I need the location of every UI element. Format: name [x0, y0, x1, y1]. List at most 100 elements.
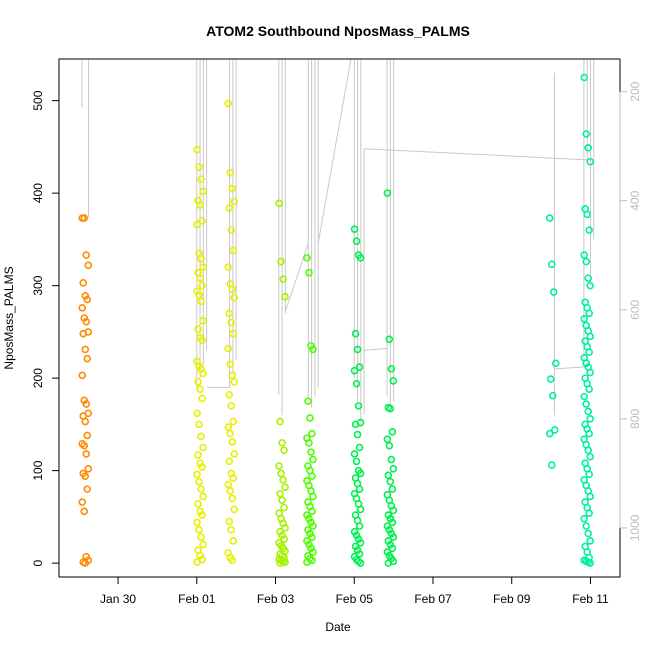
data-point	[586, 559, 594, 567]
data-point	[586, 415, 594, 423]
data-point	[352, 237, 361, 246]
data-point	[385, 441, 394, 450]
data-point	[230, 197, 239, 206]
data-point	[585, 429, 593, 438]
x-tick-label: Feb 03	[257, 592, 295, 606]
data-point	[585, 348, 593, 357]
data-point	[351, 329, 360, 338]
data-point	[196, 274, 204, 283]
data-point	[224, 263, 233, 271]
data-point	[79, 279, 88, 287]
data-point	[389, 377, 398, 385]
data-point	[584, 274, 592, 283]
data-point	[580, 73, 588, 82]
data-point	[303, 558, 311, 567]
data-point	[389, 464, 398, 473]
data-point	[193, 145, 201, 154]
data-point	[79, 329, 88, 338]
data-point	[280, 535, 288, 543]
y-tick-label: 500	[31, 90, 45, 110]
data-point	[198, 281, 206, 290]
data-point	[546, 375, 555, 383]
data-point	[386, 540, 395, 549]
data-point	[229, 537, 238, 545]
data-point	[82, 450, 91, 458]
data-point	[227, 318, 236, 327]
data-point	[194, 451, 202, 459]
data-point	[586, 537, 594, 545]
y2-tick-label: 800	[628, 409, 642, 429]
data-point	[196, 201, 204, 209]
data-point	[82, 400, 91, 408]
data-point	[585, 226, 593, 234]
data-point	[584, 144, 592, 152]
data-point	[389, 533, 398, 542]
data-point	[387, 455, 396, 464]
data-point	[309, 492, 317, 501]
data-point	[194, 500, 202, 508]
y2-tick-label: 200	[628, 81, 642, 101]
data-point	[584, 529, 592, 538]
data-point	[193, 409, 201, 418]
data-point	[225, 457, 234, 466]
data-point	[549, 288, 558, 296]
data-point	[309, 548, 317, 556]
data-point	[81, 345, 90, 354]
data-point	[303, 511, 311, 519]
data-point	[229, 246, 238, 255]
data-point	[194, 378, 202, 386]
data-point	[199, 443, 207, 452]
data-point	[281, 524, 289, 532]
data-point	[551, 359, 560, 368]
data-point	[81, 417, 90, 426]
data-point	[199, 187, 207, 196]
data-point	[309, 522, 317, 530]
data-point	[226, 429, 235, 438]
data-point	[228, 438, 237, 446]
data-point	[84, 464, 93, 473]
data-point	[281, 292, 289, 301]
data-point	[193, 287, 201, 295]
data-point	[226, 487, 235, 495]
y-axis-label: NposMass_PALMS	[2, 266, 16, 369]
data-point	[582, 400, 590, 408]
data-point	[228, 556, 237, 565]
data-point	[228, 285, 237, 294]
data-point	[309, 455, 317, 464]
data-point	[352, 379, 361, 388]
chart-title: ATOM2 Southbound NposMass_PALMS	[206, 23, 470, 39]
y2-tick-label: 400	[628, 190, 642, 210]
data-point	[388, 544, 397, 553]
data-point	[80, 507, 89, 516]
data-point	[227, 226, 236, 234]
track-segment	[284, 242, 309, 312]
track-segment	[317, 58, 352, 244]
data-point	[199, 540, 207, 549]
data-point	[80, 214, 89, 222]
y-tick-label: 300	[31, 275, 45, 295]
data-point	[308, 507, 316, 516]
x-tick-label: Jan 30	[100, 592, 136, 606]
data-point	[195, 163, 203, 172]
plot-frame	[58, 58, 621, 578]
data-point	[585, 509, 593, 517]
data-point	[304, 397, 312, 406]
x-tick-label: Feb 11	[572, 592, 609, 606]
data-point	[195, 526, 203, 534]
data-point	[383, 189, 392, 197]
data-point	[230, 505, 239, 514]
data-point	[276, 489, 284, 498]
data-point	[580, 392, 588, 401]
data-point	[351, 542, 360, 551]
data-point	[307, 544, 315, 553]
y-tick-label: 0	[31, 559, 45, 566]
data-point	[305, 268, 313, 277]
x-tick-label: Feb 05	[336, 592, 374, 606]
data-point	[197, 533, 205, 542]
data-point	[355, 443, 364, 452]
data-point	[353, 430, 362, 439]
data-point	[228, 371, 237, 380]
data-point	[580, 251, 588, 259]
data-point	[224, 423, 233, 431]
data-point	[384, 559, 393, 567]
